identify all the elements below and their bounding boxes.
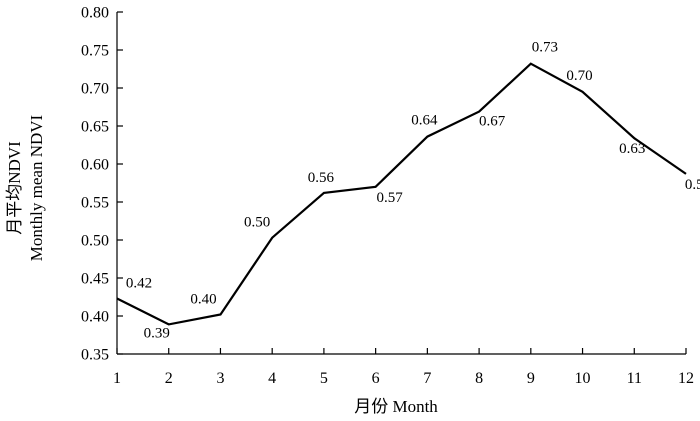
data-label: 0.70: [566, 68, 592, 84]
x-tick-label: 1: [113, 370, 121, 387]
y-axis-title-line1: 月平均NDVI: [5, 141, 24, 235]
x-tick-label: 5: [320, 370, 328, 387]
x-tick-label: 9: [527, 370, 535, 387]
data-labels: 0.42 0.39 0.40 0.50 0.56 0.57 0.64 0.67 0.73 0.70…: [126, 40, 700, 342]
ndvi-series: [116, 62, 687, 326]
y-tick-label: 0.80: [81, 5, 109, 22]
data-label: 0.64: [411, 113, 438, 129]
data-label: 0.57: [377, 190, 404, 206]
x-tick-label: 8: [475, 370, 483, 387]
y-tick-label: 0.55: [81, 195, 109, 212]
x-tick-label: 7: [423, 370, 431, 387]
data-label: 0.56: [308, 170, 335, 186]
data-label: 0.63: [619, 141, 645, 157]
y-tick-label: 0.65: [81, 119, 109, 136]
x-tick-label: 12: [678, 370, 694, 387]
x-tick-label: 3: [216, 370, 224, 387]
series-line: [116, 62, 687, 326]
x-tick-label: 11: [627, 370, 642, 387]
data-label: 0.59: [685, 177, 700, 193]
y-tick-label: 0.60: [81, 157, 109, 174]
y-tick-label: 0.40: [81, 309, 109, 326]
y-tick-label: 0.75: [81, 43, 109, 60]
y-axis-title: 月平均NDVI Monthly mean NDVI: [5, 114, 46, 261]
data-label: 0.67: [479, 114, 506, 130]
y-axis: 0.35 0.40 0.45 0.50 0.55 0.60 0.65 0.70 0.75 0.80: [81, 5, 123, 364]
y-tick-label: 0.50: [81, 233, 109, 250]
y-axis-title-line2: Monthly mean NDVI: [27, 114, 46, 261]
y-tick-label: 0.70: [81, 81, 109, 98]
x-tick-label: 6: [372, 370, 380, 387]
y-tick-label: 0.35: [81, 347, 109, 364]
x-tick-label: 10: [575, 370, 591, 387]
data-label: 0.73: [532, 40, 558, 56]
data-label: 0.42: [126, 276, 152, 292]
x-tick-label: 2: [165, 370, 173, 387]
x-tick-label: 4: [268, 370, 276, 387]
data-label: 0.39: [144, 325, 170, 341]
x-axis-title: 月份 Month: [354, 397, 438, 416]
x-axis: 1 2 3 4 5 6 7 8 9 10 11 12: [113, 348, 694, 387]
y-tick-label: 0.45: [81, 271, 109, 288]
data-label: 0.50: [244, 215, 270, 231]
data-label: 0.40: [190, 291, 216, 307]
